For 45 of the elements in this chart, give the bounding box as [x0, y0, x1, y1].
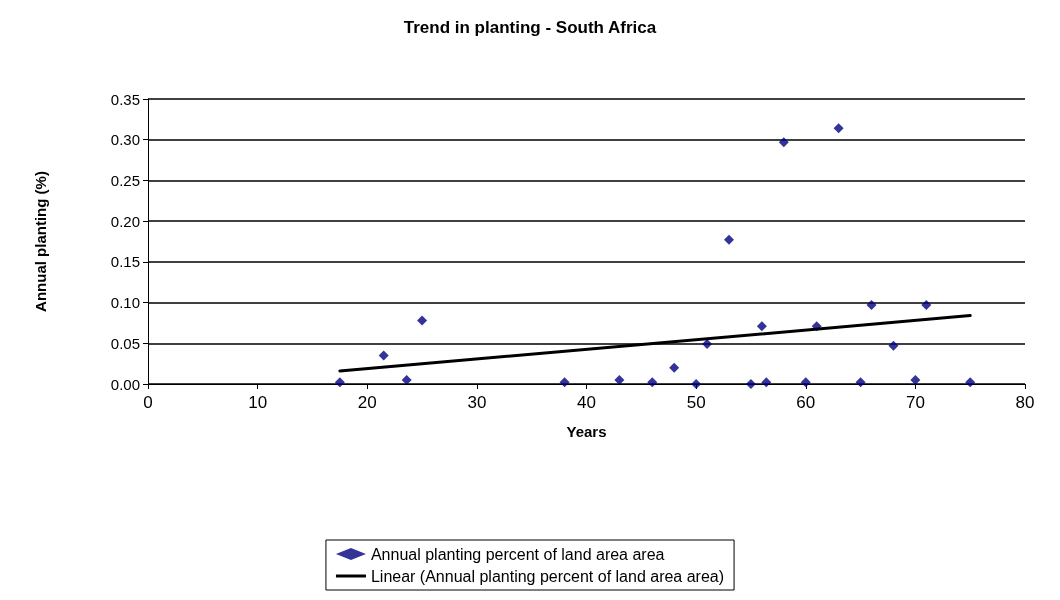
x-tick-label: 20: [357, 393, 377, 412]
y-tick-label: 0.25: [110, 171, 140, 189]
point: [745, 379, 756, 389]
x-axis-title: Years: [566, 423, 607, 440]
y-tick-label: 0.05: [110, 334, 140, 352]
point: [910, 374, 921, 385]
point: [378, 350, 389, 361]
point: [702, 339, 713, 350]
y-tick-label: 0.00: [110, 375, 140, 393]
point: [724, 234, 735, 245]
point: [691, 379, 702, 389]
y-tick-label: 0.10: [110, 294, 140, 312]
y-tick-label: 0.20: [110, 212, 140, 230]
point: [559, 377, 570, 388]
x-tick-label: 80: [1015, 393, 1035, 412]
y-tick-label: 0.15: [110, 253, 140, 271]
x-tick-label: 70: [905, 393, 925, 412]
point: [800, 377, 811, 388]
x-tick-label: 10: [248, 393, 268, 412]
point: [334, 377, 345, 388]
point: [833, 123, 844, 134]
point: [761, 377, 772, 388]
point: [647, 377, 658, 388]
point: [921, 300, 932, 311]
point: [965, 377, 976, 388]
point: [401, 374, 412, 385]
point: [888, 340, 899, 351]
point: [778, 137, 789, 148]
point: [614, 374, 625, 385]
point: [866, 300, 877, 311]
x-tick-label: 40: [577, 393, 596, 412]
x-tick-label: 30: [467, 393, 487, 412]
x-tick-label: 60: [796, 393, 816, 412]
y-tick-label: 0.35: [110, 90, 140, 108]
y-axis-title: Annual planting (%): [32, 171, 49, 312]
x-tick-label: 50: [686, 393, 706, 412]
x-tick-label: 0: [143, 393, 153, 412]
point: [756, 321, 767, 332]
point: [417, 315, 428, 326]
chart-title: Trend in planting - South Africa: [403, 18, 657, 37]
point: [855, 377, 866, 388]
legend-label: Linear (Annual planting percent of land area area): [370, 567, 725, 585]
legend-label: Annual planting percent of land area area: [370, 545, 665, 563]
y-tick-label: 0.30: [110, 131, 140, 149]
point: [669, 362, 680, 373]
